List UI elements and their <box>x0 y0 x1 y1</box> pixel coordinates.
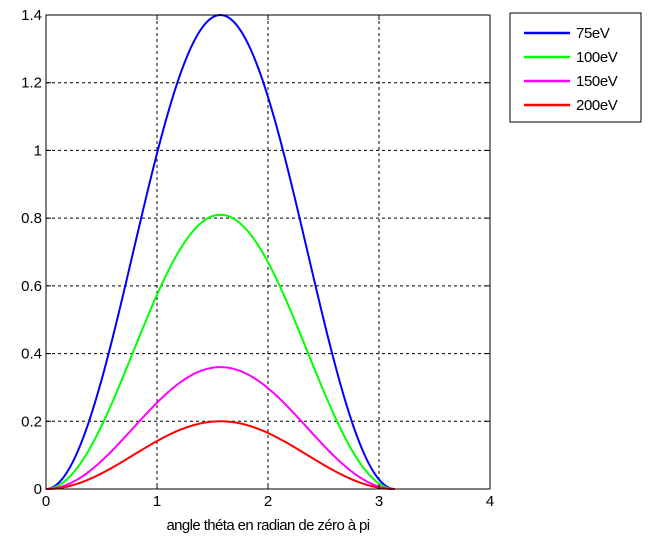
y-tick-label: 0.4 <box>21 346 42 363</box>
x-tick-label: 3 <box>375 493 383 510</box>
series-line-200eV <box>45 420 395 490</box>
legend-label: 100eV <box>576 49 618 66</box>
series-line-100eV <box>45 213 395 490</box>
legend-label: 75eV <box>576 25 610 42</box>
legend-label: 200eV <box>576 97 618 114</box>
y-tick-label: 1 <box>34 142 42 159</box>
series-line-150eV <box>45 366 395 490</box>
x-tick-label: 0 <box>42 493 50 510</box>
y-tick-label: 1.4 <box>21 7 42 24</box>
y-tick-label: 0.6 <box>21 278 42 295</box>
legend: 75eV 100eV 150eV 200eV <box>509 12 642 123</box>
x-axis-label: angle théta en radian de zéro à pi <box>166 517 369 534</box>
legend-label: 150eV <box>576 73 618 90</box>
ticks: 0 1 2 3 4 0 0.2 0.4 0.6 0.8 1 1.2 1.4 <box>21 7 494 510</box>
y-tick-label: 0 <box>34 481 42 498</box>
x-tick-label: 2 <box>264 493 272 510</box>
x-tick-label: 4 <box>486 493 494 510</box>
y-tick-label: 1.2 <box>21 75 42 92</box>
y-tick-label: 0.8 <box>21 210 42 227</box>
y-tick-label: 0.2 <box>21 413 42 430</box>
x-tick-label: 1 <box>153 493 161 510</box>
